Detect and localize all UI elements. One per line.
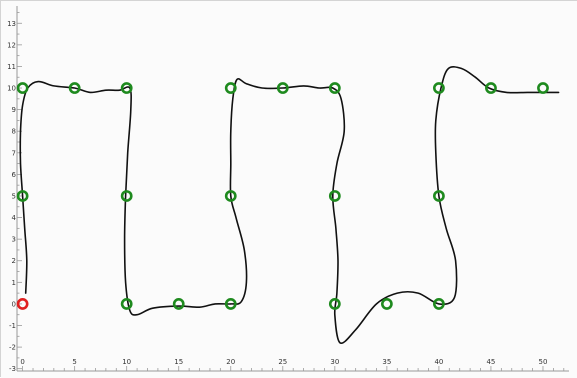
y-tick-label: 4 <box>12 214 17 222</box>
waypoints <box>16 82 549 310</box>
waypoint-marker <box>433 298 445 310</box>
waypoint-marker <box>433 82 445 94</box>
y-tick-label: 2 <box>12 257 16 265</box>
waypoint-marker <box>380 298 393 310</box>
y-tick-label: 8 <box>12 128 16 136</box>
x-tick-label: 30 <box>330 358 339 366</box>
y-tick-label: -1 <box>9 322 16 330</box>
waypoint-marker <box>16 190 29 202</box>
waypoint-marker <box>16 82 29 94</box>
waypoint-marker <box>328 298 341 310</box>
waypoint-marker <box>537 82 549 94</box>
x-tick-label: 50 <box>539 358 548 366</box>
waypoint-marker <box>172 298 185 310</box>
y-tick-label: 6 <box>12 171 17 179</box>
waypoint-marker <box>224 82 237 94</box>
x-tick-label: 40 <box>434 358 443 366</box>
y-tick-label: 9 <box>12 106 16 114</box>
waypoint-marker <box>328 82 341 94</box>
waypoint-marker <box>120 190 133 202</box>
y-tick-label: 11 <box>7 63 16 71</box>
y-tick-label: 12 <box>7 41 16 49</box>
waypoint-marker <box>120 82 133 94</box>
x-tick-label: 5 <box>72 358 76 366</box>
x-tick-label: 20 <box>226 358 235 366</box>
waypoint-marker <box>68 82 81 94</box>
waypoint-marker <box>224 298 237 310</box>
y-tick-label: -2 <box>9 344 16 352</box>
x-tick-label: 25 <box>278 358 287 366</box>
waypoint-marker <box>328 190 341 202</box>
waypoint-marker <box>485 82 497 94</box>
x-tick-label: 45 <box>486 358 495 366</box>
y-tick-label: 13 <box>7 20 16 28</box>
y-tick-label: -3 <box>9 365 16 373</box>
x-tick-label: 15 <box>174 358 183 366</box>
y-tick-label: 1 <box>12 279 16 287</box>
y-tick-label: 10 <box>7 85 16 93</box>
y-tick-label: 5 <box>12 192 16 200</box>
waypoint-marker <box>433 190 445 202</box>
waypoint-marker <box>224 190 237 202</box>
x-tick-label: 0 <box>20 358 24 366</box>
waypoint-marker <box>276 82 289 94</box>
trajectory-path <box>19 66 560 344</box>
start-point <box>16 298 29 310</box>
x-tick-label: 35 <box>382 358 391 366</box>
y-tick-label: 0 <box>12 300 16 308</box>
axis-ticks: 0 5 10 15 20 25 30 35 40 45 50-3-2-101234567891011… <box>7 12 565 373</box>
x-tick-label: 10 <box>122 358 131 366</box>
y-tick-label: 7 <box>12 149 16 157</box>
y-tick-label: 3 <box>12 236 16 244</box>
waypoint-marker <box>120 298 133 310</box>
